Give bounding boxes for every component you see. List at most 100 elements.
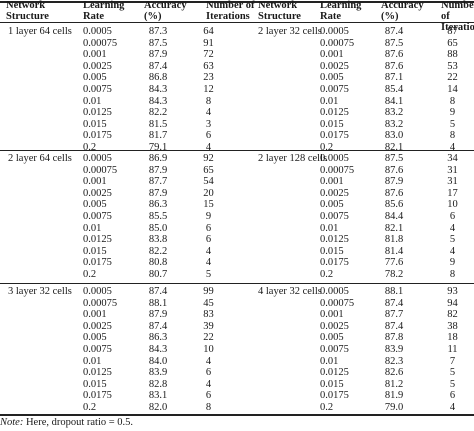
- accuracy-cell: 82.8: [148, 378, 168, 390]
- accuracy-cell: 87.4: [384, 297, 404, 309]
- iterations-cell: 4: [205, 107, 212, 119]
- column-header: Network Structure: [6, 0, 49, 22]
- iterations-cell: 94: [447, 297, 458, 309]
- accuracy-cell: 84.3: [148, 344, 168, 355]
- iterations-cell: 65: [447, 37, 458, 49]
- iterations-cell: 87: [447, 26, 458, 37]
- iterations-cell: 23: [203, 72, 214, 84]
- iterations-cell: 6: [205, 130, 212, 142]
- iterations-cell: 72: [203, 49, 214, 61]
- accuracy-cell: 82.2: [148, 107, 168, 119]
- column-header: Accuracy (%): [381, 0, 424, 22]
- accuracy-cell: 85.4: [384, 84, 404, 95]
- iterations-cell: 83: [203, 309, 214, 321]
- iterations-cell: 9: [205, 211, 212, 222]
- accuracy-cell: 87.4: [148, 286, 168, 297]
- iterations-cell: 4: [449, 245, 456, 257]
- iterations-cell: 4: [205, 378, 212, 390]
- learning-rate-cell: 0.2: [83, 142, 97, 153]
- learning-rate-cell: 0.2: [320, 142, 334, 153]
- header-line-2: Iterations: [441, 22, 474, 33]
- accuracy-cell: 87.4: [384, 26, 404, 37]
- accuracy-cell: 81.4: [384, 245, 404, 257]
- iterations-cell: 8: [449, 269, 456, 280]
- accuracy-cell: 81.7: [148, 130, 168, 142]
- iterations-cell: 39: [203, 320, 214, 332]
- learning-rate-cell: 0.00075: [83, 164, 118, 176]
- learning-rate-cell: 0.015: [83, 118, 107, 130]
- group-rule: [0, 150, 474, 151]
- accuracy-cell: 85.6: [384, 199, 404, 211]
- learning-rate-cell: 0.001: [320, 176, 344, 188]
- iterations-cell: 6: [449, 390, 456, 402]
- accuracy-cell: 83.2: [384, 107, 404, 119]
- iterations-cell: 34: [447, 153, 458, 164]
- iterations-cell: 4: [205, 257, 212, 269]
- accuracy-cell: 86.8: [148, 72, 168, 84]
- iterations-cell: 18: [447, 332, 458, 344]
- iterations-cell: 15: [203, 199, 214, 211]
- iterations-cell: 93: [447, 286, 458, 297]
- accuracy-cell: 87.9: [148, 164, 168, 176]
- accuracy-cell: 78.2: [384, 269, 404, 280]
- accuracy-cell: 87.5: [384, 153, 404, 164]
- accuracy-cell: 86.3: [148, 199, 168, 211]
- learning-rate-cell: 0.001: [83, 309, 107, 321]
- learning-rate-cell: 0.00075: [83, 37, 118, 49]
- header-line-1: Number of: [441, 0, 474, 22]
- learning-rate-cell: 0.2: [320, 269, 334, 280]
- learning-rate-cell: 0.015: [320, 378, 344, 390]
- learning-rate-cell: 0.01: [320, 95, 339, 107]
- accuracy-cell: 87.9: [148, 187, 168, 199]
- iterations-cell: 20: [203, 187, 214, 199]
- learning-rate-cell: 0.0075: [83, 211, 112, 222]
- accuracy-cell: 83.9: [384, 344, 404, 355]
- iterations-cell: 64: [203, 26, 214, 37]
- accuracy-cell: 82.0: [148, 402, 168, 413]
- header-line-1: Number of: [206, 0, 255, 11]
- column-header: Accuracy (%): [144, 0, 187, 22]
- iterations-cell: 54: [203, 176, 214, 188]
- accuracy-cell: 80.7: [148, 269, 168, 280]
- learning-rate-cell: 0.0075: [320, 344, 349, 355]
- learning-rate-cell: 0.2: [320, 402, 334, 413]
- accuracy-cell: 79.0: [384, 402, 404, 413]
- header-rule: [0, 22, 474, 23]
- accuracy-cell: 88.1: [384, 286, 404, 297]
- iterations-cell: 63: [203, 60, 214, 72]
- network-structure-cell: 2 layer 64 cells: [8, 153, 72, 164]
- iterations-cell: 4: [205, 245, 212, 257]
- accuracy-cell: 84.4: [384, 211, 404, 222]
- accuracy-cell: 82.2: [148, 245, 168, 257]
- accuracy-cell: 82.1: [384, 142, 404, 153]
- learning-rate-cell: 0.001: [83, 176, 107, 188]
- accuracy-cell: 87.8: [384, 332, 404, 344]
- iterations-cell: 31: [447, 164, 458, 176]
- iterations-cell: 6: [205, 234, 212, 246]
- learning-rate-cell: 0.00075: [320, 164, 355, 176]
- learning-rate-cell: 0.001: [320, 49, 344, 61]
- iterations-cell: 6: [205, 222, 212, 234]
- iterations-cell: 88: [447, 49, 458, 61]
- iterations-cell: 8: [449, 95, 456, 107]
- learning-rate-cell: 0.005: [320, 332, 344, 344]
- accuracy-cell: 83.9: [148, 367, 168, 379]
- learning-rate-cell: 0.01: [320, 355, 339, 367]
- learning-rate-cell: 0.00075: [320, 37, 355, 49]
- network-structure-cell: 4 layer 32 cells: [258, 286, 322, 297]
- accuracy-cell: 84.1: [384, 95, 404, 107]
- network-structure-cell: 2 layer 128 cells: [258, 153, 328, 164]
- header-line-1: Network: [258, 0, 298, 11]
- iterations-cell: 9: [449, 257, 456, 269]
- accuracy-cell: 87.5: [148, 37, 168, 49]
- accuracy-cell: 86.9: [148, 153, 168, 164]
- learning-rate-cell: 0.0125: [83, 234, 112, 246]
- learning-rate-cell: 0.00075: [320, 297, 355, 309]
- iterations-cell: 10: [447, 199, 458, 211]
- accuracy-cell: 83.1: [148, 390, 168, 402]
- header-line-2: Structure: [6, 11, 49, 22]
- iterations-cell: 82: [447, 309, 458, 321]
- learning-rate-cell: 0.01: [83, 95, 102, 107]
- accuracy-cell: 83.2: [384, 118, 404, 130]
